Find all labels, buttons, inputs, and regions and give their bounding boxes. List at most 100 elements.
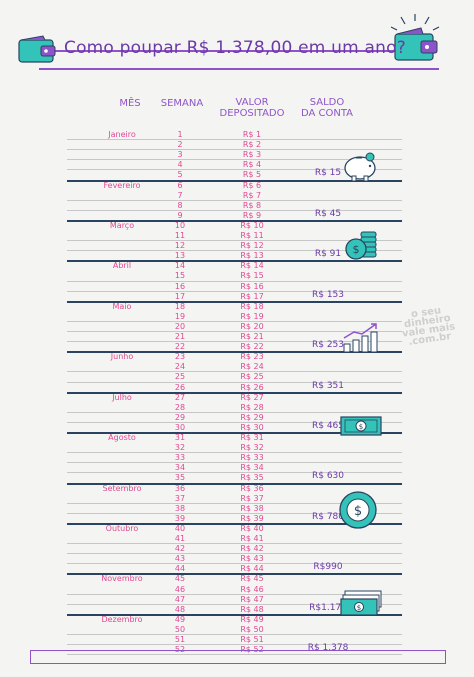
title-bottom-line (39, 68, 439, 70)
deposit-value: R$ 14 (240, 261, 264, 271)
watermark-logo: o seu dinheiro vale mais .com.br (401, 305, 456, 348)
week-number: 44 (174, 564, 186, 574)
growth-chart-icon (340, 322, 382, 354)
week-number: 38 (174, 503, 186, 513)
week-number: 40 (174, 523, 186, 533)
week-number: 24 (174, 362, 186, 372)
deposit-value: R$ 11 (240, 231, 264, 240)
week-number: 48 (174, 604, 186, 614)
piggy-bank-icon (340, 148, 382, 182)
week-number: 15 (174, 271, 186, 281)
week-number: 13 (174, 251, 186, 261)
row-divider (67, 462, 402, 464)
balance-value: R$ 351 (311, 380, 345, 391)
row-divider (67, 199, 402, 201)
week-number: 47 (174, 594, 186, 604)
deposit-value: R$ 37 (240, 493, 264, 503)
row-divider (67, 603, 402, 605)
svg-text:$: $ (357, 604, 361, 612)
deposit-value: R$ 16 (240, 281, 264, 291)
row-divider (67, 593, 402, 595)
week-number: 22 (174, 342, 186, 352)
deposit-value: R$ 8 (242, 200, 262, 210)
row-divider (67, 543, 402, 545)
deposit-value: R$ 20 (240, 321, 264, 331)
week-number: 25 (174, 372, 186, 382)
week-number: 34 (174, 463, 186, 473)
coins-icon: $ (343, 228, 379, 262)
week-number: 52 (174, 645, 186, 655)
deposit-value: R$ 44 (240, 564, 264, 574)
deposit-value: R$ 39 (240, 513, 264, 523)
week-number: 2 (177, 140, 183, 150)
month-label: Julho (112, 392, 132, 402)
week-number: 3 (177, 150, 183, 160)
header-balance-line-2: DA CONTA (300, 108, 354, 119)
row-divider (67, 411, 402, 413)
row-divider (67, 320, 402, 322)
week-number: 31 (174, 433, 186, 442)
header-deposit-line-1: VALOR (235, 97, 269, 108)
balance-value: R$ 1.378 (307, 643, 349, 654)
row-divider (67, 209, 402, 211)
week-number: 7 (177, 190, 183, 200)
balance-value: R$ 153 (311, 289, 345, 300)
deposit-value: R$ 52 (240, 645, 264, 655)
deposit-value: R$ 18 (240, 301, 264, 311)
balance-value: R$990 (313, 562, 343, 573)
week-number: 20 (174, 321, 186, 331)
week-number: 35 (174, 473, 186, 483)
deposit-value: R$ 13 (240, 251, 264, 261)
month-divider (67, 482, 402, 485)
week-number: 27 (174, 392, 186, 402)
svg-text:$: $ (359, 423, 363, 431)
deposit-value: R$ 25 (240, 372, 264, 382)
row-divider (67, 553, 402, 555)
deposit-value: R$ 33 (240, 453, 264, 463)
deposit-value: R$ 49 (240, 614, 264, 624)
month-label: Fevereiro (103, 180, 141, 190)
month-label: Março (109, 220, 135, 230)
week-number: 49 (174, 614, 186, 624)
week-number: 37 (174, 493, 186, 503)
month-divider (67, 219, 402, 222)
title-top-line (29, 50, 429, 52)
row-divider (67, 280, 402, 282)
row-divider (67, 644, 402, 646)
week-number: 10 (174, 220, 186, 230)
deposit-value: R$ 2 (242, 140, 262, 150)
week-number: 45 (174, 574, 186, 584)
week-number: 9 (177, 210, 183, 220)
week-number: 51 (174, 635, 186, 644)
row-divider (67, 502, 402, 504)
deposit-value: R$ 42 (240, 544, 264, 554)
deposit-value: R$ 17 (240, 291, 264, 301)
final-row-outline (30, 650, 446, 664)
deposit-value: R$ 30 (240, 422, 264, 432)
row-divider (67, 563, 402, 565)
week-number: 11 (174, 231, 186, 240)
deposit-value: R$ 6 (242, 180, 262, 190)
banknote-stack-icon: $ (340, 590, 382, 618)
month-label: Janeiro (108, 130, 136, 139)
banknote-icon: $ (340, 414, 382, 438)
month-label: Junho (110, 352, 134, 362)
week-number: 16 (174, 281, 186, 291)
month-divider (67, 613, 402, 616)
row-divider (67, 381, 402, 383)
deposit-value: R$ 27 (240, 392, 264, 402)
week-number: 33 (174, 453, 186, 463)
deposit-value: R$ 12 (240, 241, 264, 251)
week-number: 8 (177, 200, 183, 210)
week-number: 6 (177, 180, 183, 190)
deposit-value: R$ 31 (240, 433, 264, 442)
row-divider (67, 139, 402, 141)
week-number: 42 (174, 544, 186, 554)
deposit-value: R$ 51 (240, 635, 264, 644)
month-divider (67, 260, 402, 263)
week-number: 39 (174, 513, 186, 523)
row-divider (67, 472, 402, 474)
week-number: 17 (174, 291, 186, 301)
balance-value: R$ 91 (314, 249, 342, 260)
row-divider (67, 421, 402, 423)
